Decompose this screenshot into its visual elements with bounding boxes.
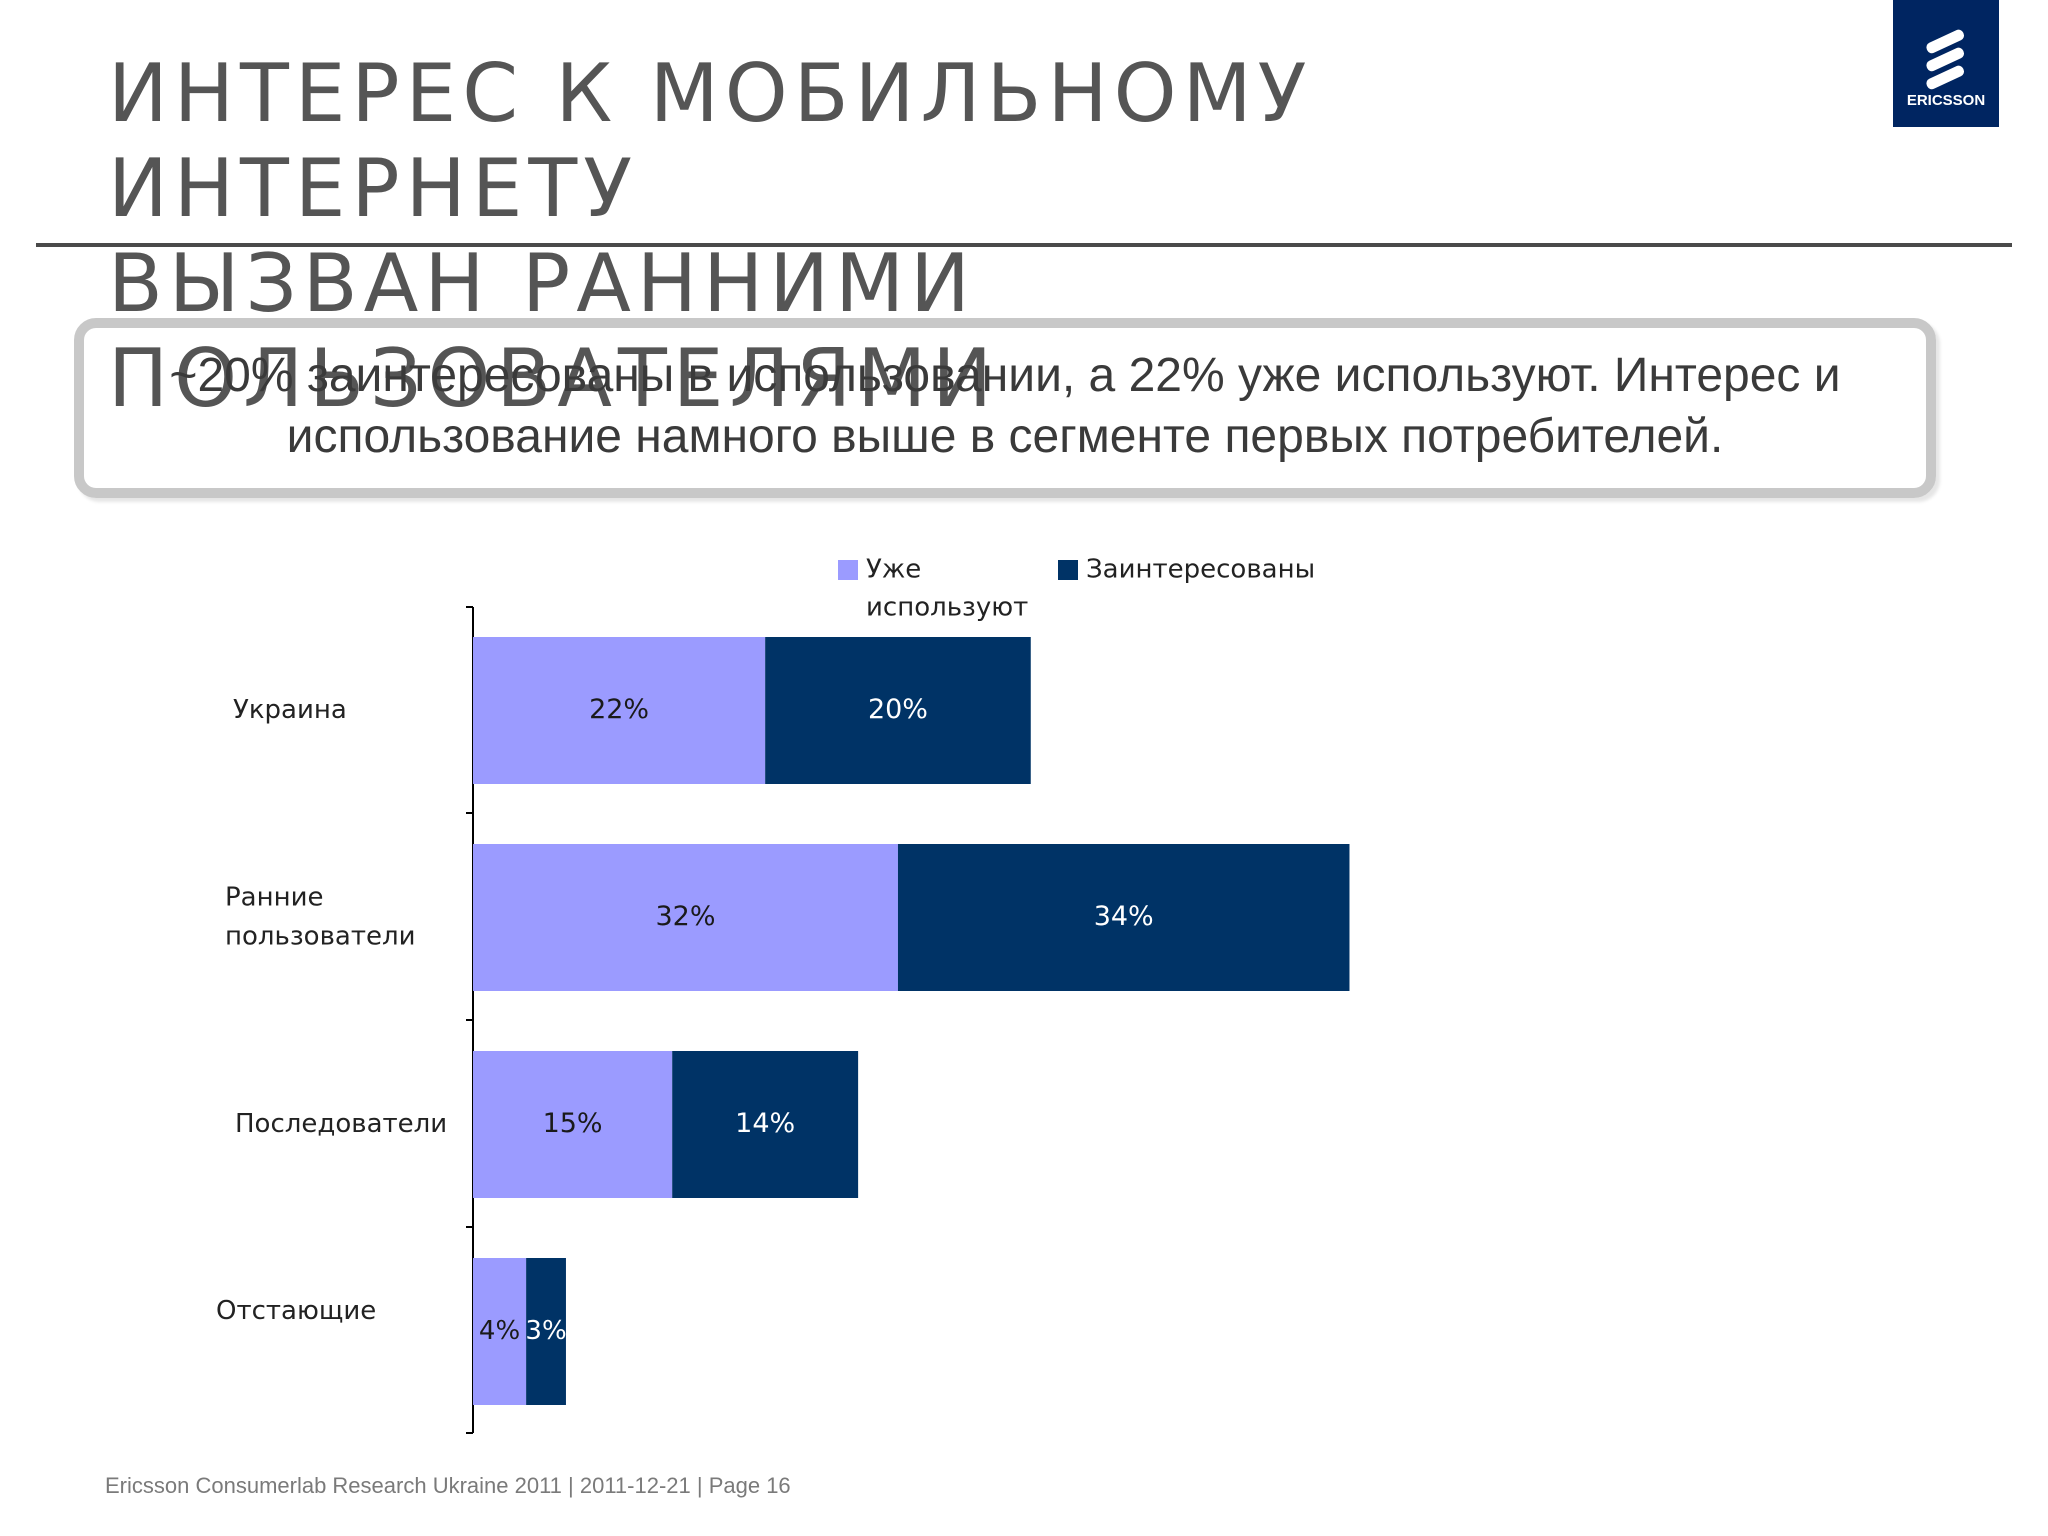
legend-swatch-1 — [1058, 560, 1078, 580]
slide-title: ИНТЕРЕС К МОБИЛЬНОМУ ИНТЕРНЕТУ ВЫЗВАН РА… — [108, 46, 1808, 426]
logo-wordmark: ERICSSON — [1906, 92, 1986, 109]
summary-callout-box — [74, 318, 1936, 498]
category-label-1-1: пользователи — [225, 922, 416, 952]
ericsson-logo: ERICSSON — [1893, 0, 1999, 127]
bar-1-0 — [765, 637, 1031, 784]
legend-label-0-0: Уже — [866, 555, 921, 585]
summary-line-2: использование намного выше в сегменте пе… — [286, 410, 1724, 463]
bar-0-1 — [473, 844, 898, 991]
title-divider — [36, 243, 2012, 247]
bar-1-2 — [672, 1051, 859, 1198]
category-label-3-0: Отстающие — [216, 1296, 376, 1326]
summary-line-1: ~20% заинтересованы в использовании, а 2… — [169, 349, 1841, 402]
legend-label-1-0: Заинтересованы — [1086, 555, 1315, 585]
data-label-0-3: 4% — [479, 1316, 520, 1346]
summary-callout-text: ~20% заинтересованы в использовании, а 2… — [90, 345, 1920, 467]
footer-text: Ericsson Consumerlab Research Ukraine 20… — [105, 1473, 791, 1498]
data-label-1-2: 14% — [735, 1108, 795, 1139]
data-label-1-0: 20% — [868, 694, 928, 725]
data-label-1-1: 34% — [1094, 901, 1154, 932]
slide-title-line-1: ИНТЕРЕС К МОБИЛЬНОМУ ИНТЕРНЕТУ — [108, 47, 1313, 235]
slide-title-line-2: ВЫЗВАН РАННИМИ ПОЛЬЗОВАТЕЛЯМИ — [108, 237, 999, 425]
bar-1-1 — [897, 844, 1350, 991]
ericsson-mark-icon — [1926, 29, 1965, 90]
legend-label-0-1: используют — [866, 593, 1028, 623]
category-label-2-0: Последователи — [235, 1109, 447, 1139]
data-label-0-2: 15% — [543, 1108, 603, 1139]
data-label-1-3: 3% — [525, 1316, 566, 1346]
bar-1-3 — [526, 1258, 566, 1405]
bar-0-2 — [473, 1051, 673, 1198]
data-label-0-1: 32% — [655, 901, 715, 932]
bar-0-0 — [473, 637, 766, 784]
data-label-0-0: 22% — [589, 694, 649, 725]
legend-swatch-0 — [838, 560, 858, 580]
bar-0-3 — [473, 1258, 527, 1405]
category-label-0-0: Украина — [233, 695, 347, 725]
category-label-1-0: Ранние — [225, 883, 324, 913]
